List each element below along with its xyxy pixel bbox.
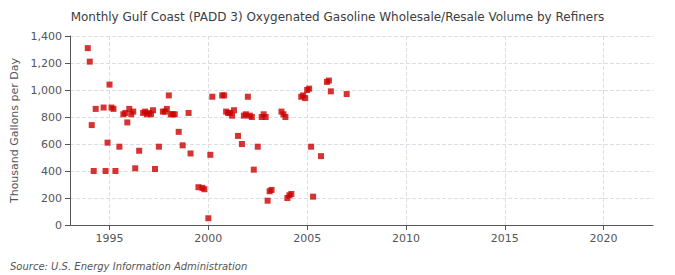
svg-text:1,400: 1,400 — [31, 30, 63, 43]
svg-text:2010: 2010 — [392, 232, 420, 245]
svg-text:Source: U.S. Energy Informatio: Source: U.S. Energy Information Administ… — [10, 261, 247, 272]
svg-text:200: 200 — [41, 192, 62, 205]
svg-text:2005: 2005 — [293, 232, 321, 245]
svg-text:1995: 1995 — [96, 232, 124, 245]
svg-text:2015: 2015 — [491, 232, 519, 245]
svg-text:2000: 2000 — [194, 232, 222, 245]
svg-text:1,000: 1,000 — [31, 84, 63, 97]
svg-text:1,200: 1,200 — [31, 57, 63, 70]
svg-text:800: 800 — [41, 111, 62, 124]
svg-text:Monthly Gulf Coast (PADD 3) Ox: Monthly Gulf Coast (PADD 3) Oxygenated G… — [71, 10, 605, 24]
svg-text:Thousand Gallons per Day: Thousand Gallons per Day — [8, 57, 21, 204]
svg-text:600: 600 — [41, 138, 62, 151]
svg-text:2020: 2020 — [590, 232, 618, 245]
svg-text:0: 0 — [55, 219, 62, 232]
svg-text:400: 400 — [41, 165, 62, 178]
